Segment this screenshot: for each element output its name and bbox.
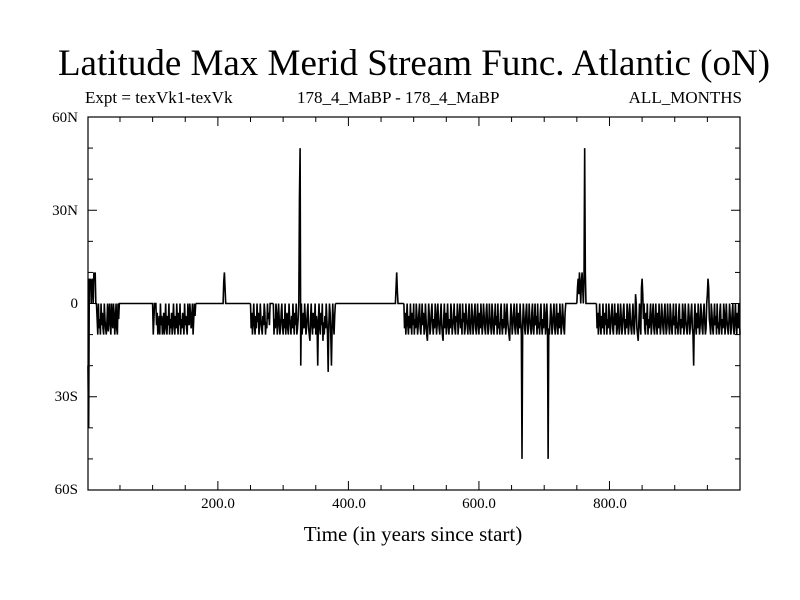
chart-title: Latitude Max Merid Stream Func. Atlantic… bbox=[57, 43, 771, 84]
x-axis-label: Time (in years since start) bbox=[303, 522, 523, 546]
series-line-segment bbox=[403, 302, 577, 459]
x-tick-label-600: 600.0 bbox=[462, 496, 496, 512]
chart-subtitle-experiment: Expt = texVk1-texVk bbox=[85, 88, 233, 107]
chart-subtitle-period: 178_4_MaBP - 178_4_MaBP bbox=[297, 88, 500, 107]
y-tick-label-60n: 60N bbox=[52, 110, 78, 126]
plot-frame bbox=[87, 116, 741, 491]
series-line-segment bbox=[595, 278, 741, 366]
x-tick-label-800: 800.0 bbox=[593, 496, 627, 512]
series-line-segment bbox=[272, 148, 337, 372]
series-line-segment bbox=[195, 272, 251, 305]
series-line-segment bbox=[249, 302, 274, 335]
series-line-segment bbox=[87, 272, 97, 428]
x-tick-label-200: 200.0 bbox=[201, 496, 235, 512]
y-tick-label-30n: 30N bbox=[52, 203, 78, 219]
series-line-segment bbox=[95, 302, 121, 335]
y-tick-label-0: 0 bbox=[70, 296, 79, 312]
series-line-segment bbox=[119, 302, 197, 335]
y-tick-label-30s: 30S bbox=[54, 389, 78, 405]
series-line-segment bbox=[576, 148, 597, 305]
series-line-segment bbox=[335, 272, 404, 305]
chart-subtitle-months: ALL_MONTHS bbox=[628, 88, 742, 107]
y-tick-label-60s: 60S bbox=[54, 482, 78, 498]
x-tick-label-400: 400.0 bbox=[332, 496, 366, 512]
